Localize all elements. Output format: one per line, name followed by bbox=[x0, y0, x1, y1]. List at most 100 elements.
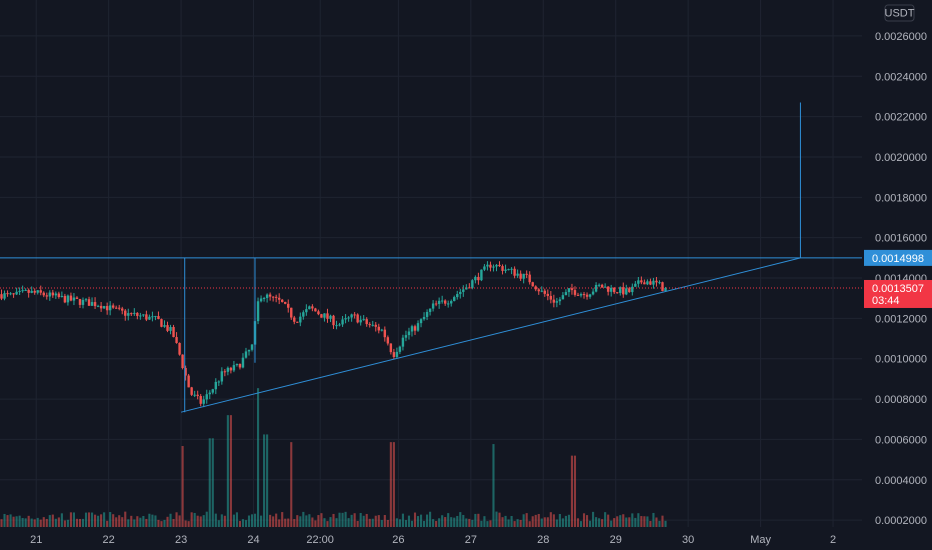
volume-bar bbox=[299, 516, 302, 527]
candle-body bbox=[597, 284, 601, 286]
volume-bar bbox=[432, 519, 435, 527]
candle-body bbox=[317, 311, 320, 315]
resistance-price-tag bbox=[864, 249, 932, 266]
candle-body bbox=[649, 281, 652, 285]
candle-body bbox=[465, 287, 468, 290]
candle-body bbox=[293, 317, 296, 322]
candle-body bbox=[96, 305, 100, 307]
volume-bar bbox=[269, 514, 272, 527]
volume-bar bbox=[12, 516, 15, 527]
volume-bar bbox=[75, 518, 79, 527]
candle-body bbox=[456, 294, 459, 298]
candle-body bbox=[235, 364, 239, 366]
volume-bar bbox=[27, 515, 30, 527]
candle-body bbox=[410, 326, 414, 332]
volume-bar bbox=[81, 518, 85, 527]
price-tick-label: 0.0018000 bbox=[875, 192, 927, 204]
volume-bar bbox=[142, 515, 145, 527]
volume-bar bbox=[317, 515, 320, 527]
volume-bar bbox=[100, 514, 103, 527]
volume-bar bbox=[247, 515, 251, 527]
candle-body bbox=[136, 312, 139, 316]
candle-body bbox=[519, 273, 522, 279]
candle-body bbox=[386, 337, 390, 344]
candle-body bbox=[407, 331, 411, 336]
candle-body bbox=[347, 317, 350, 319]
volume-bar bbox=[223, 515, 226, 527]
candle-body bbox=[453, 297, 456, 302]
volume-bar bbox=[205, 511, 208, 527]
volume-bar bbox=[278, 519, 281, 527]
candle-body bbox=[389, 343, 393, 353]
volume-bar bbox=[374, 515, 377, 527]
candlestick-series[interactable] bbox=[0, 261, 667, 408]
time-axis[interactable]: 21 22 23 24 22:00 26 27 28 29 30 May 2 bbox=[30, 534, 836, 546]
volume-bar bbox=[489, 520, 492, 527]
candle-body bbox=[118, 307, 121, 309]
volume-bar bbox=[540, 518, 543, 527]
candle-body bbox=[6, 293, 9, 295]
time-tick-label: 26 bbox=[392, 534, 404, 546]
volume-bar bbox=[567, 514, 570, 527]
candle-body bbox=[274, 296, 278, 298]
price-tick-label: 0.0012000 bbox=[875, 313, 927, 325]
candle-body bbox=[443, 300, 447, 304]
candle-body bbox=[546, 293, 550, 296]
volume-bar bbox=[528, 521, 531, 527]
volume-bar bbox=[281, 512, 284, 527]
volume-bar bbox=[347, 518, 350, 527]
volume-bar bbox=[413, 512, 417, 527]
candle-body bbox=[362, 319, 365, 321]
volume-bar bbox=[643, 516, 646, 527]
candle-body bbox=[178, 342, 181, 355]
support-trendline[interactable] bbox=[180, 257, 801, 413]
volume-bar bbox=[640, 516, 643, 527]
volume-bar bbox=[211, 438, 214, 527]
volume-bar bbox=[628, 517, 631, 527]
candle-body bbox=[600, 284, 604, 288]
candle-body bbox=[383, 329, 387, 338]
volume-bar bbox=[392, 442, 395, 527]
volume-bar bbox=[365, 513, 368, 527]
candle-body bbox=[486, 264, 489, 267]
candle-body bbox=[220, 371, 224, 382]
volume-bar bbox=[598, 518, 601, 527]
volume-bar bbox=[513, 521, 516, 527]
candle-body bbox=[154, 316, 157, 318]
candle-body bbox=[280, 299, 284, 302]
volume-bar bbox=[477, 513, 480, 527]
volume-bar bbox=[664, 520, 667, 527]
candle-body bbox=[643, 282, 646, 285]
candle-body bbox=[187, 375, 190, 388]
volume-bar bbox=[157, 519, 160, 527]
candle-body bbox=[492, 266, 495, 268]
volume-bar bbox=[543, 517, 546, 527]
trendline-drawings[interactable] bbox=[0, 102, 862, 413]
candle-body bbox=[175, 337, 178, 343]
volume-bar bbox=[124, 511, 127, 527]
volume-bar bbox=[573, 455, 577, 527]
volume-bar bbox=[658, 520, 661, 527]
candle-body bbox=[398, 346, 402, 352]
candle-body bbox=[302, 312, 305, 317]
currency-badge[interactable]: USDT bbox=[884, 4, 915, 22]
candle-body bbox=[39, 290, 42, 293]
candle-body bbox=[84, 299, 88, 301]
candle-body bbox=[18, 290, 21, 292]
volume-bar bbox=[486, 521, 489, 527]
candle-body bbox=[48, 292, 52, 297]
volume-bars bbox=[0, 388, 667, 527]
candle-body bbox=[114, 307, 118, 309]
candle-countdown-label: 03:44 bbox=[872, 295, 900, 307]
candle-body bbox=[21, 290, 24, 292]
volume-bar bbox=[187, 521, 190, 527]
candle-body bbox=[184, 368, 187, 376]
candle-body bbox=[127, 313, 130, 316]
candle-body bbox=[326, 313, 329, 319]
candle-body bbox=[75, 297, 79, 299]
candle-body bbox=[507, 269, 510, 271]
candle-body bbox=[570, 288, 574, 291]
price-axis[interactable]: 0.0026000 0.0024000 0.0022000 0.0020000 0.00… bbox=[875, 31, 927, 527]
candle-body bbox=[628, 288, 631, 293]
